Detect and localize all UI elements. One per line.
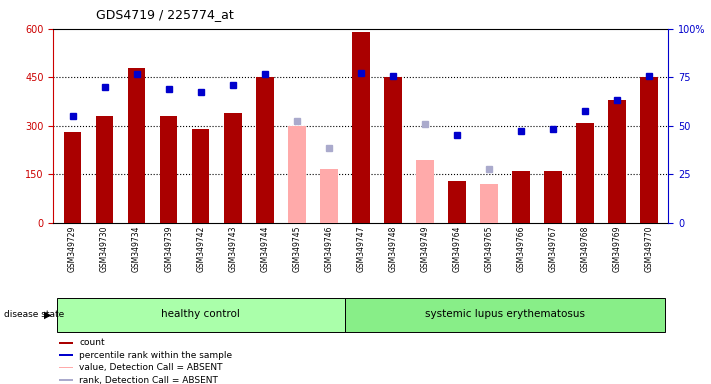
Text: count: count [79,338,105,347]
Bar [60,379,73,381]
Bar [60,367,73,369]
Bar [288,126,306,223]
Text: GSM349743: GSM349743 [228,226,237,272]
Text: GSM349768: GSM349768 [581,226,589,272]
Text: GSM349746: GSM349746 [324,226,333,272]
Text: GSM349742: GSM349742 [196,226,205,272]
Bar [256,77,274,223]
Text: GSM349765: GSM349765 [484,226,493,272]
Text: healthy control: healthy control [161,309,240,319]
Text: GSM349729: GSM349729 [68,226,77,272]
Text: GSM349747: GSM349747 [356,226,365,272]
Bar [60,342,73,344]
Bar [352,32,370,223]
Text: GSM349739: GSM349739 [164,226,173,272]
Bar [96,116,113,223]
Text: GSM349764: GSM349764 [452,226,461,272]
Bar [609,100,626,223]
Text: GSM349748: GSM349748 [388,226,397,272]
Bar [57,298,345,332]
Text: systemic lupus erythematosus: systemic lupus erythematosus [425,309,585,319]
Bar [544,171,562,223]
Text: percentile rank within the sample: percentile rank within the sample [79,351,232,359]
Text: value, Detection Call = ABSENT: value, Detection Call = ABSENT [79,363,223,372]
Bar [64,132,81,223]
Text: GSM349769: GSM349769 [613,226,621,272]
Text: GSM349730: GSM349730 [100,226,109,272]
Text: disease state: disease state [4,310,64,319]
Bar [192,129,210,223]
Bar [416,160,434,223]
Bar [384,77,402,223]
Text: GSM349770: GSM349770 [645,226,653,272]
Text: GSM349766: GSM349766 [516,226,525,272]
Text: GSM349749: GSM349749 [420,226,429,272]
Bar [160,116,178,223]
Text: ▶: ▶ [44,310,52,320]
Bar [60,354,73,356]
Text: GSM349745: GSM349745 [292,226,301,272]
Text: GSM349744: GSM349744 [260,226,269,272]
Bar [320,169,338,223]
Bar [448,181,466,223]
Bar [576,122,594,223]
Bar [641,77,658,223]
Bar [224,113,242,223]
Bar [345,298,665,332]
Bar [480,184,498,223]
Text: GDS4719 / 225774_at: GDS4719 / 225774_at [96,8,234,21]
Text: GSM349767: GSM349767 [548,226,557,272]
Bar [512,171,530,223]
Bar [128,68,146,223]
Text: rank, Detection Call = ABSENT: rank, Detection Call = ABSENT [79,376,218,384]
Text: GSM349734: GSM349734 [132,226,141,272]
